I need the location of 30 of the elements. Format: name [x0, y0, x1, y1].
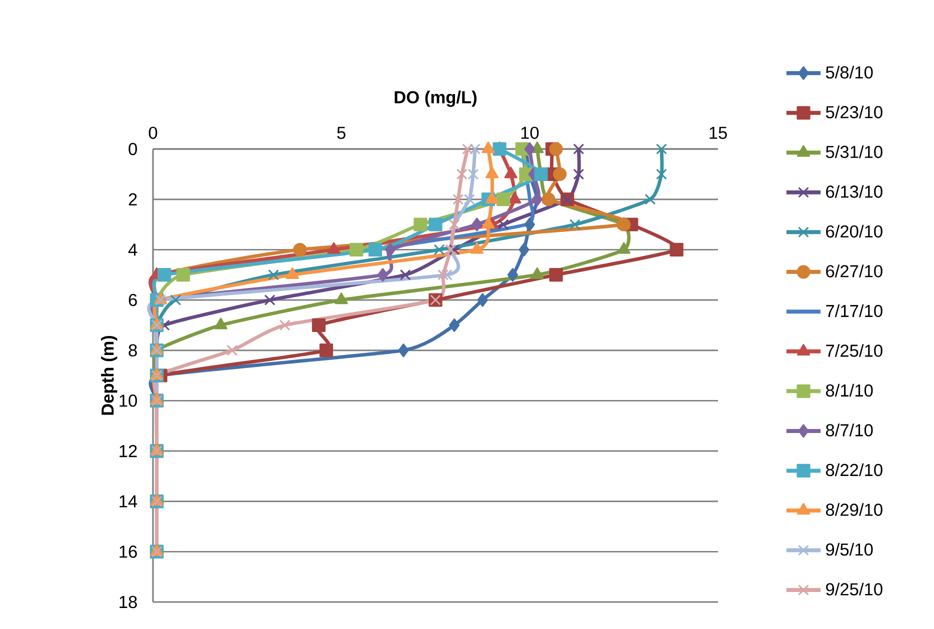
y-tick-label: 8: [128, 344, 137, 356]
y-tick-label: 6: [128, 294, 137, 306]
y-tick-label: 2: [128, 193, 137, 206]
legend-label: 9/5/10: [826, 542, 873, 556]
y-tick-label: 4: [128, 244, 138, 256]
legend-label: 6/13/10: [826, 185, 882, 198]
legend-label: 5/23/10: [826, 106, 882, 118]
legend-label: 8/29/10: [826, 503, 882, 516]
y-tick-label: 16: [120, 546, 137, 558]
legend-label: 8/1/10: [826, 384, 873, 397]
y-axis-title: Depth (m): [101, 336, 118, 415]
legend-label: 6/20/10: [826, 224, 882, 238]
x-tick-label: 5: [337, 126, 346, 139]
legend-label: 5/31/10: [826, 145, 882, 158]
legend-label: 7/17/10: [826, 304, 882, 318]
legend-label: 9/25/10: [826, 582, 882, 596]
legend-label: 8/22/10: [826, 463, 882, 476]
y-tick-label: 18: [120, 596, 137, 608]
x-tick-label: 10: [521, 126, 539, 139]
x-tick-label: 15: [710, 126, 727, 139]
legend-label: 8/7/10: [826, 424, 873, 436]
x-axis-title: DO (mg/L): [394, 90, 477, 107]
y-tick-label: 0: [128, 142, 137, 156]
y-tick-label: 12: [120, 444, 137, 458]
legend-label: 7/25/10: [826, 344, 882, 357]
x-tick-label: 0: [148, 126, 158, 139]
y-tick-label: 10: [120, 394, 137, 407]
legend-label: 5/8/10: [826, 66, 873, 79]
y-tick-label: 14: [120, 495, 138, 508]
legend-label: 6/27/10: [826, 264, 882, 278]
